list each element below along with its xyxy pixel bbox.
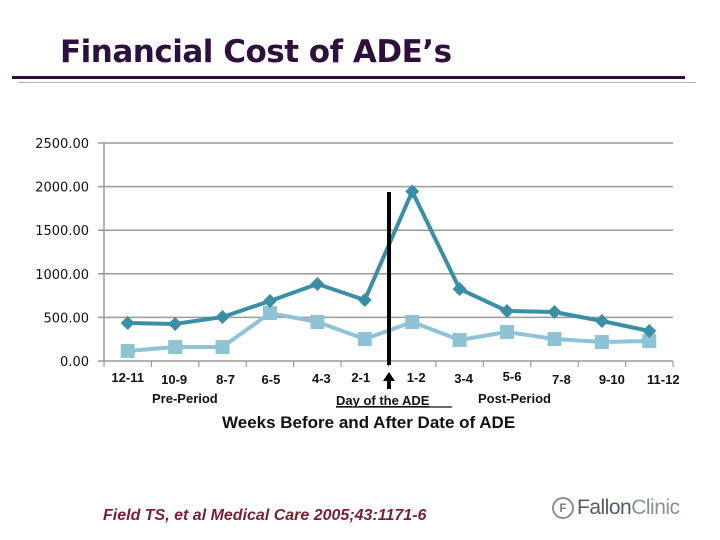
day-of-ade-label: Day of the ADE — [336, 393, 430, 408]
diamond-marker — [357, 292, 372, 307]
x-axis-categories: 12-11 10-9 8-7 6-5 4-3 2-1 1-2 3-4 5-6 7-8 9-10 11-… — [111, 369, 679, 387]
diamond-marker — [452, 281, 467, 296]
square-marker — [500, 324, 515, 339]
square-marker — [215, 340, 230, 355]
y-tick-label: 2000.00 — [35, 181, 89, 196]
square-marker — [120, 343, 135, 358]
diamond-marker — [310, 277, 325, 292]
x-category-label: 9-10 — [599, 372, 625, 387]
pre-period-label: Pre-Period — [152, 391, 218, 406]
logo-name-part1: Fallon — [577, 496, 632, 519]
y-tick-label: 2500.00 — [35, 137, 89, 152]
diamond-marker — [594, 313, 609, 328]
chart-axes — [103, 143, 674, 367]
logo-mark-icon: F — [552, 497, 574, 519]
diamond-marker — [120, 315, 135, 330]
square-marker — [262, 306, 277, 321]
title-underline-thin — [18, 82, 696, 83]
square-marker — [547, 332, 562, 347]
x-category-label: 12-11 — [111, 370, 144, 385]
x-category-label: 7-8 — [552, 372, 571, 387]
fallon-clinic-logo: F FallonClinic — [552, 496, 680, 520]
y-tick-label: 500.00 — [44, 311, 90, 326]
diamond-marker — [642, 324, 657, 339]
x-category-label: 10-9 — [161, 372, 187, 387]
x-axis-title: Weeks Before and After Date of ADE — [222, 413, 515, 432]
square-marker — [642, 334, 657, 349]
x-category-label: 5-6 — [503, 369, 522, 384]
y-tick-label: 0.00 — [60, 355, 89, 370]
square-marker — [452, 332, 467, 347]
diamond-marker — [168, 316, 183, 331]
logo-name-part2: Clinic — [631, 496, 680, 519]
x-category-label: 6-5 — [262, 372, 281, 387]
diamond-marker — [500, 304, 515, 319]
title-underline — [12, 76, 685, 79]
x-category-label: 2-1 — [351, 370, 370, 385]
diamond-marker — [405, 184, 420, 199]
square-marker — [310, 315, 325, 330]
x-category-label: 8-7 — [216, 372, 235, 387]
x-category-label: 3-4 — [454, 371, 474, 386]
square-marker — [594, 334, 609, 349]
diamond-marker — [215, 309, 230, 324]
post-period-label: Post-Period — [478, 391, 551, 406]
slide-title: Financial Cost of ADE’s — [60, 34, 452, 70]
square-marker — [405, 315, 420, 330]
x-category-label: 4-3 — [312, 371, 331, 386]
y-tick-label: 1500.00 — [35, 224, 89, 239]
x-category-label: 11-12 — [647, 372, 680, 387]
logo-text: FallonClinic — [577, 496, 680, 520]
diamond-marker — [547, 304, 562, 319]
y-tick-label: 1000.00 — [35, 268, 89, 283]
square-marker — [357, 332, 372, 347]
diamond-marker — [262, 294, 277, 309]
up-arrow-icon — [383, 372, 395, 389]
x-category-label: 1-2 — [407, 370, 426, 385]
citation: Field TS, et al Medical Care 2005;43:117… — [103, 507, 427, 524]
square-marker — [168, 340, 183, 355]
y-axis-ticks: 0.00 500.00 1000.00 1500.00 2000.00 2500.00 — [35, 137, 89, 370]
